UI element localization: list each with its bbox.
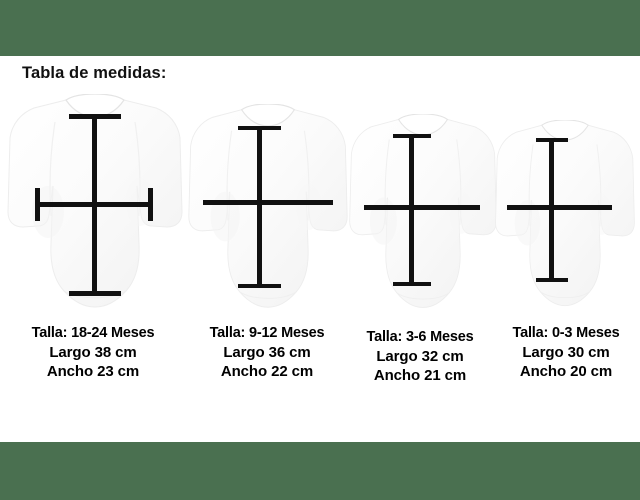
size-column-18-24-meses bbox=[6, 94, 184, 312]
length-measure-cap-bottom bbox=[238, 284, 281, 288]
baby-bodysuit-icon bbox=[188, 104, 348, 308]
length-measure-cap-top bbox=[393, 134, 431, 138]
size-label-9-12-meses: Talla: 9-12 Meses Largo 36 cm Ancho 22 c… bbox=[182, 324, 352, 382]
page-title: Tabla de medidas: bbox=[22, 64, 167, 82]
letterbox-top bbox=[0, 0, 640, 56]
length-measure-line bbox=[549, 138, 554, 282]
size-name: Talla: 3-6 Meses bbox=[366, 329, 474, 345]
width-measure-line bbox=[364, 205, 480, 210]
length-measure-cap-bottom bbox=[393, 282, 431, 286]
width-measure-line bbox=[507, 205, 612, 210]
length-measure-cap-top bbox=[238, 126, 281, 130]
letterbox-bottom bbox=[0, 442, 640, 500]
length-measure-line bbox=[409, 134, 414, 286]
baby-bodysuit-icon bbox=[495, 120, 635, 307]
width-measure-cap-left bbox=[35, 188, 40, 221]
chart-canvas: Tabla de medidas: bbox=[0, 56, 640, 442]
size-label-0-3-meses: Talla: 0-3 Meses Largo 30 cm Ancho 20 cm bbox=[492, 324, 640, 382]
size-width: Ancho 22 cm bbox=[220, 363, 314, 381]
garment-figure bbox=[348, 114, 498, 312]
size-length: Largo 36 cm bbox=[223, 343, 311, 361]
size-label-18-24-meses: Talla: 18-24 Meses Largo 38 cm Ancho 23 … bbox=[0, 324, 186, 382]
size-width: Ancho 20 cm bbox=[519, 363, 613, 381]
garment-figure bbox=[6, 94, 184, 312]
width-measure-line bbox=[35, 202, 153, 207]
length-measure-line bbox=[257, 126, 262, 288]
length-measure-cap-bottom bbox=[69, 291, 121, 296]
size-name: Talla: 0-3 Meses bbox=[512, 325, 620, 341]
size-width: Ancho 23 cm bbox=[46, 363, 140, 381]
size-column-9-12-meses bbox=[187, 104, 349, 312]
size-length: Largo 30 cm bbox=[522, 343, 610, 361]
size-label-3-6-meses: Talla: 3-6 Meses Largo 32 cm Ancho 21 cm bbox=[340, 328, 500, 386]
size-width: Ancho 21 cm bbox=[373, 367, 467, 385]
size-column-0-3-meses bbox=[494, 120, 636, 310]
size-name: Talla: 9-12 Meses bbox=[209, 325, 325, 341]
size-length: Largo 32 cm bbox=[376, 347, 464, 365]
length-measure-cap-top bbox=[69, 114, 121, 119]
garment-figure bbox=[494, 120, 636, 310]
size-name: Talla: 18-24 Meses bbox=[31, 325, 155, 341]
width-measure-cap-right bbox=[148, 188, 153, 221]
width-measure-line bbox=[203, 200, 333, 205]
size-column-3-6-meses bbox=[348, 114, 498, 312]
size-length: Largo 38 cm bbox=[49, 343, 137, 361]
garment-figure bbox=[187, 104, 349, 312]
length-measure-cap-bottom bbox=[536, 278, 568, 282]
length-measure-cap-top bbox=[536, 138, 568, 142]
